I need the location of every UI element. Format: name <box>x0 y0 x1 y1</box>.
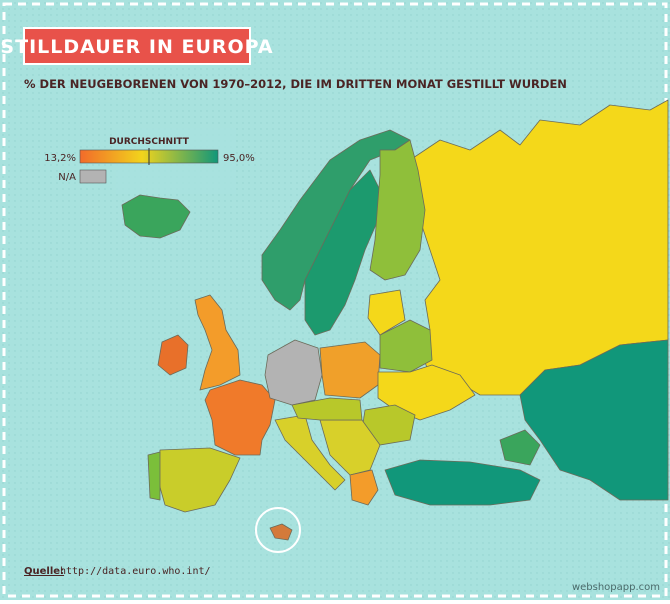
subtitle: % DER NEUGEBORENEN VON 1970–2012, DIE IM… <box>24 77 567 91</box>
central-europe <box>291 397 363 421</box>
baltics <box>367 289 406 336</box>
greece <box>349 469 379 506</box>
ireland <box>157 334 189 376</box>
title: STILLDAUER IN EUROPA <box>0 36 273 58</box>
map <box>121 99 669 553</box>
title-box <box>23 27 251 65</box>
sweden <box>304 169 381 336</box>
france <box>204 379 276 456</box>
finland <box>369 139 426 281</box>
malta <box>269 523 293 541</box>
portugal <box>147 451 161 501</box>
kazakhstan <box>519 339 669 501</box>
legend-na-swatch <box>79 169 107 184</box>
italy <box>274 414 346 491</box>
germany <box>264 339 323 406</box>
legend-na-label: N/A <box>58 172 76 183</box>
source-label: Quelle: <box>24 566 64 577</box>
ukraine <box>377 364 476 421</box>
legend-max: 95,0% <box>223 153 255 164</box>
legend-min: 13,2% <box>44 153 76 164</box>
great-britain <box>194 294 241 391</box>
malta-highlight <box>255 507 301 553</box>
belarus <box>379 319 433 373</box>
iceland <box>121 194 191 239</box>
poland <box>319 341 381 399</box>
norway <box>261 129 411 311</box>
source-url: http://data.euro.who.int/ <box>60 566 211 577</box>
caucasus <box>499 429 541 466</box>
watermark: webshopapp.com <box>572 582 660 593</box>
legend-title: DURCHSCHNITT <box>109 137 190 147</box>
turkey <box>384 459 541 506</box>
